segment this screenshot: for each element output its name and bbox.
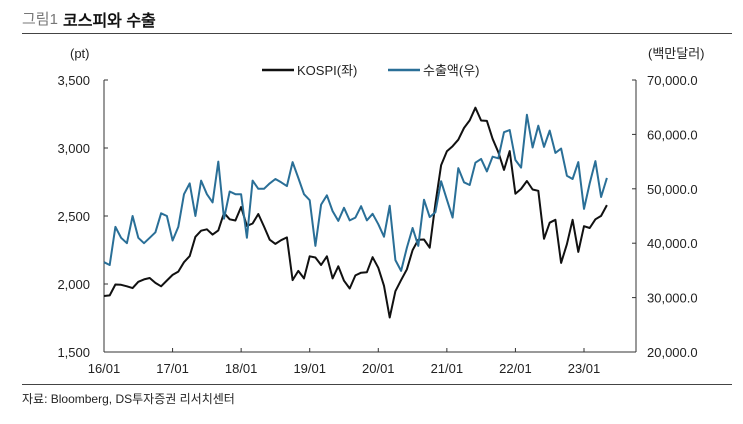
left-axis-unit: (pt)	[70, 46, 90, 61]
figure-number: 그림1	[22, 11, 58, 28]
x-tick-label: 22/01	[499, 361, 532, 376]
legend: KOSPI(좌) 수출액(우)	[262, 63, 480, 78]
left-tick-label: 1,500	[57, 345, 90, 360]
kospi-line	[103, 106, 608, 319]
right-tick-label: 20,000.0	[647, 345, 698, 360]
right-tick-label: 60,000.0	[647, 127, 698, 142]
right-axis-unit: (백만달러)	[648, 46, 705, 61]
right-tick-label: 50,000.0	[647, 182, 698, 197]
x-tick-label: 19/01	[293, 361, 326, 376]
left-tick-label: 3,500	[57, 73, 90, 88]
x-tick-label: 21/01	[431, 361, 464, 376]
x-tick-label: 16/01	[88, 361, 121, 376]
source-note: 자료: Bloomberg, DS투자증권 리서치센터	[22, 392, 235, 406]
figure-title: 코스피와 수출	[63, 13, 156, 30]
right-tick-label: 70,000.0	[647, 73, 698, 88]
source-divider	[22, 384, 732, 385]
export-line	[103, 113, 608, 272]
x-tick-label: 17/01	[156, 361, 189, 376]
legend-export-label: 수출액(우)	[423, 63, 480, 78]
left-tick-label: 3,000	[57, 141, 90, 156]
left-tick-label: 2,000	[57, 277, 90, 292]
right-tick-label: 30,000.0	[647, 291, 698, 306]
legend-kospi-label: KOSPI(좌)	[297, 63, 357, 78]
x-tick-label: 18/01	[225, 361, 258, 376]
title-divider	[22, 33, 732, 34]
left-tick-label: 2,500	[57, 209, 90, 224]
right-tick-label: 40,000.0	[647, 236, 698, 251]
x-tick-label: 20/01	[362, 361, 395, 376]
x-tick-label: 23/01	[568, 361, 601, 376]
